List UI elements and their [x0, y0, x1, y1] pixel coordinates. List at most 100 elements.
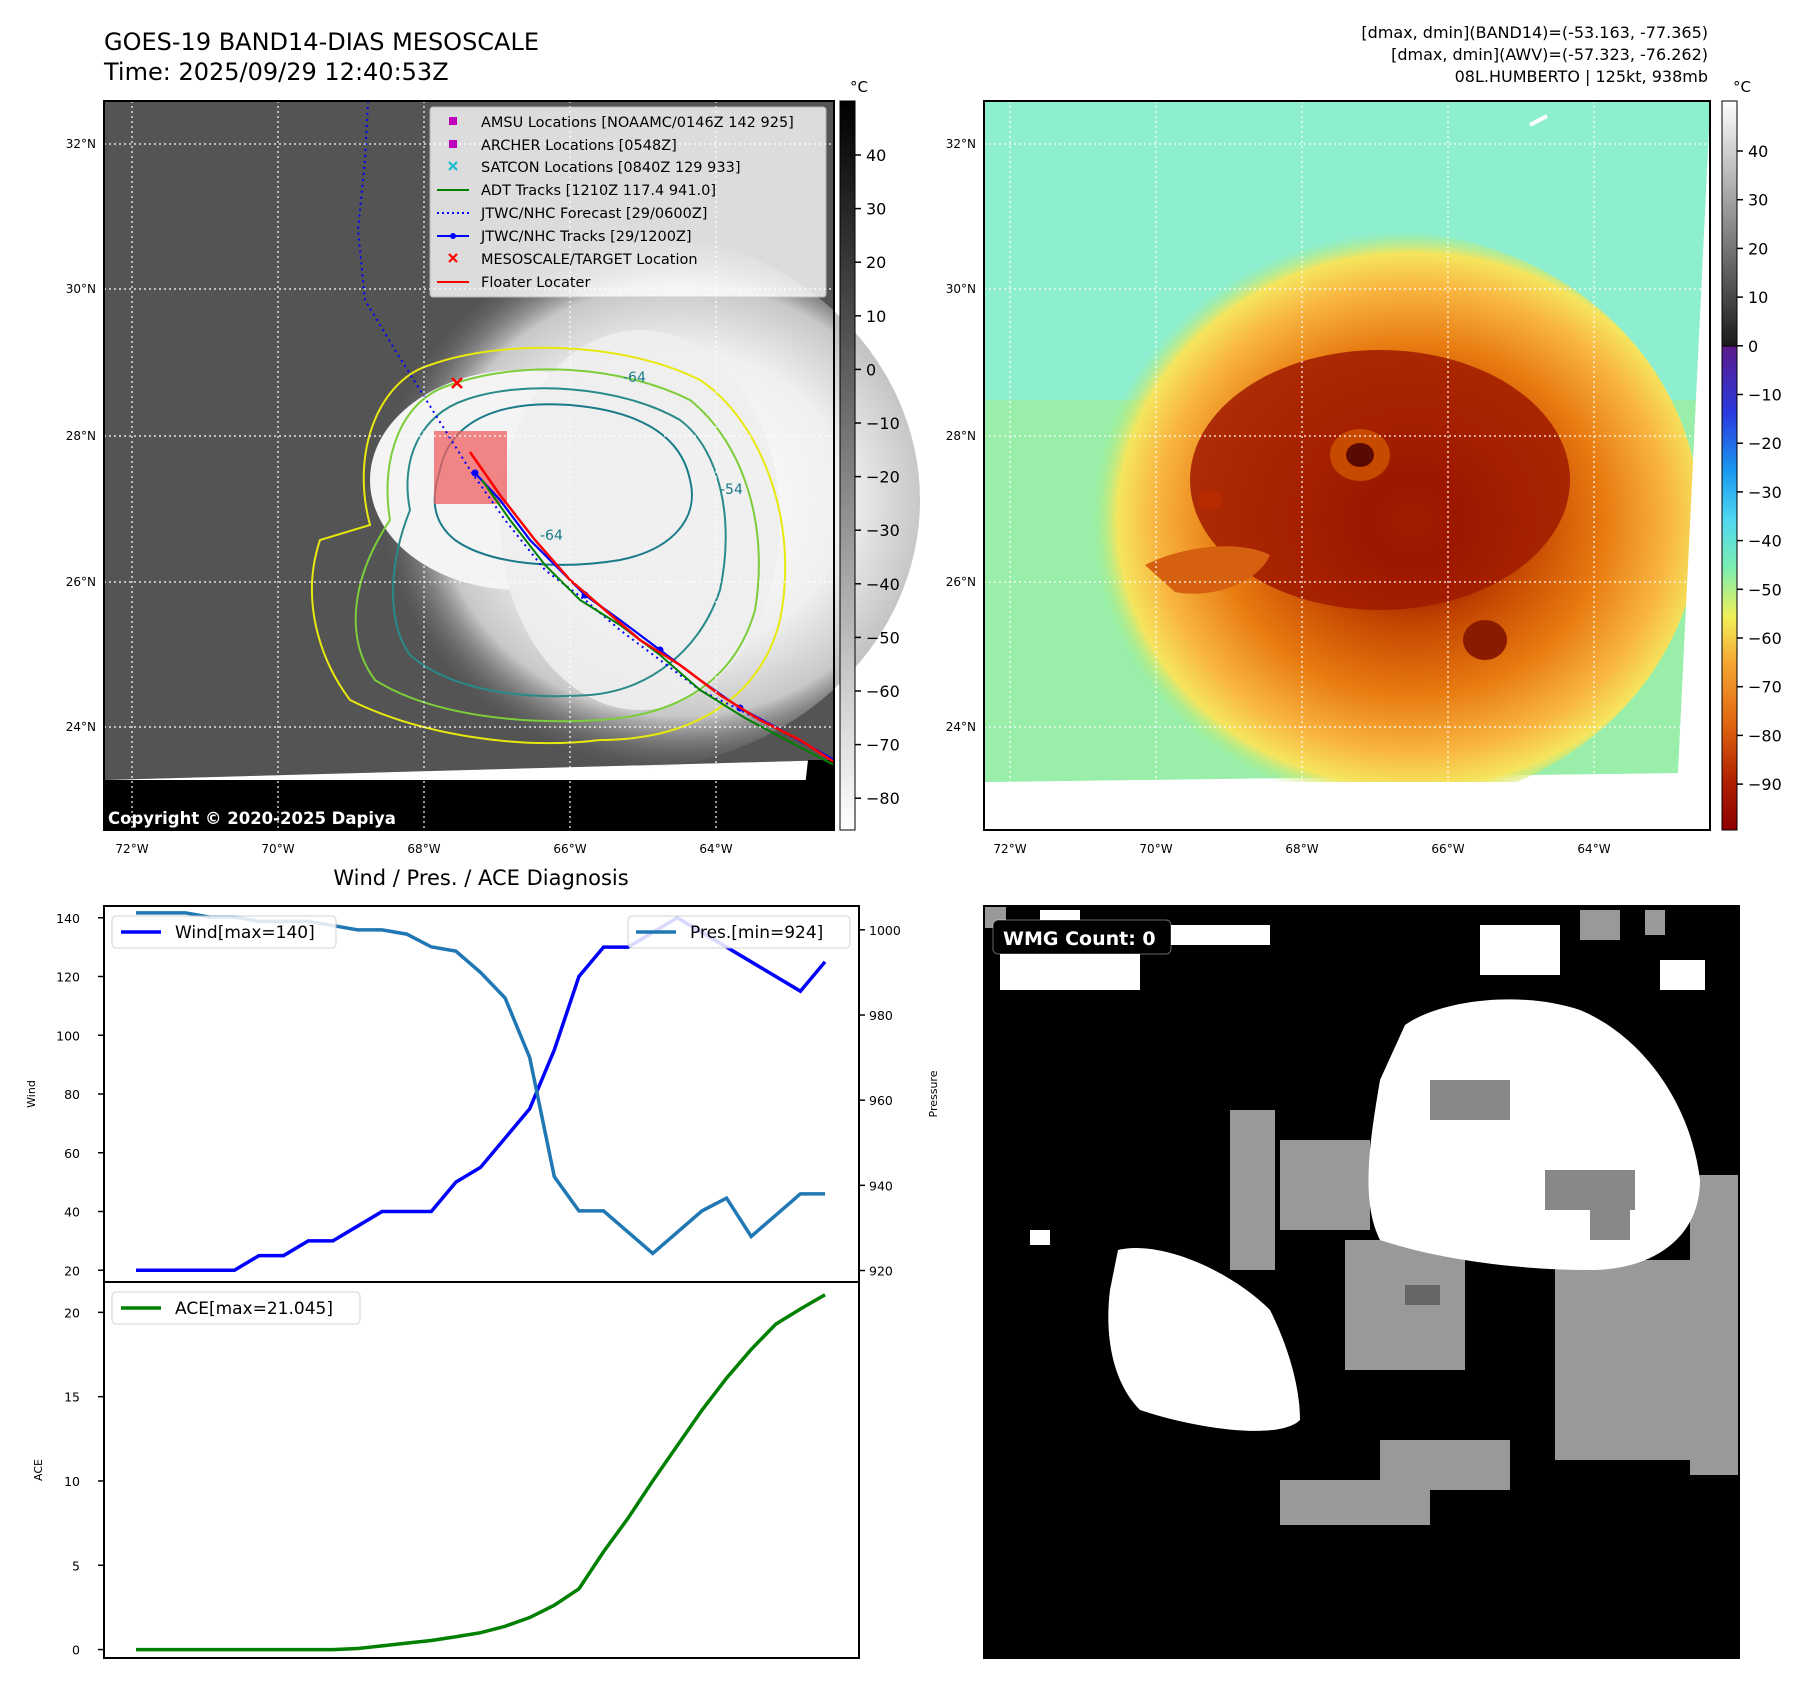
target-x-icon — [448, 253, 458, 263]
awv-range: [dmax, dmin](AWV)=(-57.323, -76.262) — [1391, 45, 1708, 64]
wind-legend: Wind[max=140] — [111, 915, 337, 949]
ace-axis-label: ACE — [32, 1459, 45, 1481]
gray-colorbar-tick-label: 40 — [866, 146, 886, 165]
left-map-ticks: 72°W 70°W 68°W 66°W 64°W 32°N 30°N 28°N … — [66, 137, 733, 856]
color-colorbar-tick-label: 20 — [1748, 239, 1768, 258]
pressure-axis-label: Pressure — [927, 1070, 940, 1117]
ace-chart: 20 15 10 5 0 ACE ACE[max=21.045] — [32, 1281, 860, 1659]
lat-tick: 26°N — [66, 575, 96, 589]
gray-colorbar: °C 40 30 20 10 0 −10 −20 −30 −40 −50 −60 −70 −80 — [839, 78, 900, 831]
ace-axis-tick-label: 15 — [64, 1390, 80, 1405]
legend-target: MESOSCALE/TARGET Location — [481, 252, 698, 268]
color-colorbar-tick-label: 30 — [1748, 191, 1768, 210]
ir-gray-map: -64 -54 -64 — [103, 100, 920, 831]
gray-colorbar-tick-label: −60 — [866, 682, 900, 701]
lat-tick: 28°N — [66, 429, 96, 443]
ir-color-map — [980, 100, 1711, 831]
color-colorbar-tick-label: −80 — [1748, 726, 1782, 745]
lon-tick: 72°W — [115, 842, 148, 856]
gray-colorbar-tick-label: −40 — [866, 575, 900, 594]
ace-legend-label: ACE[max=21.045] — [175, 1299, 333, 1319]
pressure-axis-tick-label: 960 — [869, 1093, 893, 1108]
gray-colorbar-tick-label: 10 — [866, 307, 886, 326]
wind-axis-label: Wind — [25, 1080, 38, 1108]
floater-track — [468, 451, 835, 764]
lon-tick: 64°W — [699, 842, 732, 856]
wind-axis-tick-label: 60 — [64, 1146, 80, 1161]
contour-label-1: -64 — [623, 370, 646, 386]
color-colorbar-tick-label: −90 — [1748, 775, 1782, 794]
legend-satcon: SATCON Locations [0840Z 129 933] — [481, 160, 740, 176]
storm-info: 08L.HUMBERTO | 125kt, 938mb — [1455, 67, 1708, 86]
legend-adt: ADT Tracks [1210Z 117.4 941.0] — [481, 183, 716, 199]
gray-colorbar-tick-label: −10 — [866, 414, 900, 433]
lat-tick: 24°N — [66, 720, 96, 734]
track-dot-icon — [450, 233, 456, 239]
right-map-ticks: 72°W 70°W 68°W 66°W 64°W 32°N 30°N 28°N … — [946, 137, 1611, 856]
color-colorbar: °C 40 30 20 10 0 −10 −20 −30 −40 −50 −60 −70 −80 −90 — [1721, 78, 1782, 831]
color-colorbar-tick-label: −50 — [1748, 580, 1782, 599]
ace-axis-tick-label: 0 — [72, 1643, 80, 1658]
wind-axis-tick-label: 20 — [64, 1263, 80, 1278]
lon-tick: 64°W — [1577, 842, 1610, 856]
ace-axis-tick-label: 20 — [64, 1305, 80, 1320]
color-colorbar-tick-label: 10 — [1748, 288, 1768, 307]
amsu-marker-icon — [449, 117, 457, 125]
lat-tick: 28°N — [946, 429, 976, 443]
lon-tick: 70°W — [261, 842, 294, 856]
gray-colorbar-tick-label: −50 — [866, 628, 900, 647]
color-colorbar-tick-label: −70 — [1748, 678, 1782, 697]
lon-tick: 66°W — [553, 842, 586, 856]
lat-tick: 32°N — [66, 137, 96, 151]
lat-tick: 24°N — [946, 720, 976, 734]
gray-colorbar-tick-label: −70 — [866, 736, 900, 755]
color-colorbar-tick-label: −40 — [1748, 532, 1782, 551]
lat-tick: 30°N — [946, 282, 976, 296]
target-marker — [451, 377, 463, 389]
color-colorbar-tick-label: 0 — [1748, 337, 1758, 356]
jtwc-point — [471, 469, 479, 477]
mesoscale-box — [434, 431, 507, 504]
wmg-count: WMG Count: 0 — [1003, 928, 1156, 950]
wind-legend-label: Wind[max=140] — [175, 923, 315, 943]
wind-axis-tick-label: 80 — [64, 1087, 80, 1102]
band14-range: [dmax, dmin](BAND14)=(-53.163, -77.365) — [1361, 23, 1708, 42]
wind-axis-tick-label: 100 — [56, 1028, 80, 1043]
wind-axis-tick-label: 120 — [56, 970, 80, 985]
lon-tick: 72°W — [993, 842, 1026, 856]
pressure-axis-tick-label: 1000 — [869, 923, 901, 938]
pressure-legend: Pres.[min=924] — [627, 915, 851, 949]
legend-forecast: JTWC/NHC Forecast [29/0600Z] — [480, 206, 707, 222]
color-colorbar-tick-label: −10 — [1748, 386, 1782, 405]
satcon-x-icon — [448, 161, 458, 171]
gray-colorbar-tick-label: −80 — [866, 789, 900, 808]
gray-colorbar-tick-label: −30 — [866, 521, 900, 540]
ace-axis-tick-label: 10 — [64, 1474, 80, 1489]
wind-axis-tick-label: 40 — [64, 1205, 80, 1220]
contour-label-3: -64 — [540, 528, 563, 544]
color-colorbar-tick-label: −20 — [1748, 434, 1782, 453]
color-map-gridlines — [984, 101, 1710, 782]
pressure-axis-tick-label: 920 — [869, 1264, 893, 1279]
legend-tracks: JTWC/NHC Tracks [29/1200Z] — [480, 229, 692, 245]
color-colorbar-tick-label: −60 — [1748, 629, 1782, 648]
copyright: Copyright © 2020-2025 Dapiya — [108, 809, 396, 828]
wmg-panel: WMG Count: 0 — [983, 905, 1740, 1659]
lat-tick: 30°N — [66, 282, 96, 296]
gray-colorbar-tick-label: 30 — [866, 200, 886, 219]
gray-colorbar-unit: °C — [850, 78, 868, 96]
pressure-axis-tick-label: 980 — [869, 1008, 893, 1023]
diag-title: Wind / Pres. / ACE Diagnosis — [333, 866, 628, 890]
color-colorbar-unit: °C — [1733, 78, 1751, 96]
lon-tick: 68°W — [407, 842, 440, 856]
color-colorbar-tick-label: −30 — [1748, 483, 1782, 502]
archer-marker-icon — [449, 140, 457, 148]
pressure-legend-label: Pres.[min=924] — [690, 923, 823, 943]
wind-axis-tick-label: 140 — [56, 911, 80, 926]
figure-title: GOES-19 BAND14-DIAS MESOSCALE — [104, 28, 539, 56]
lat-tick: 26°N — [946, 575, 976, 589]
contour-label-2: -54 — [720, 482, 743, 498]
gray-colorbar-tick-label: 20 — [866, 253, 886, 272]
